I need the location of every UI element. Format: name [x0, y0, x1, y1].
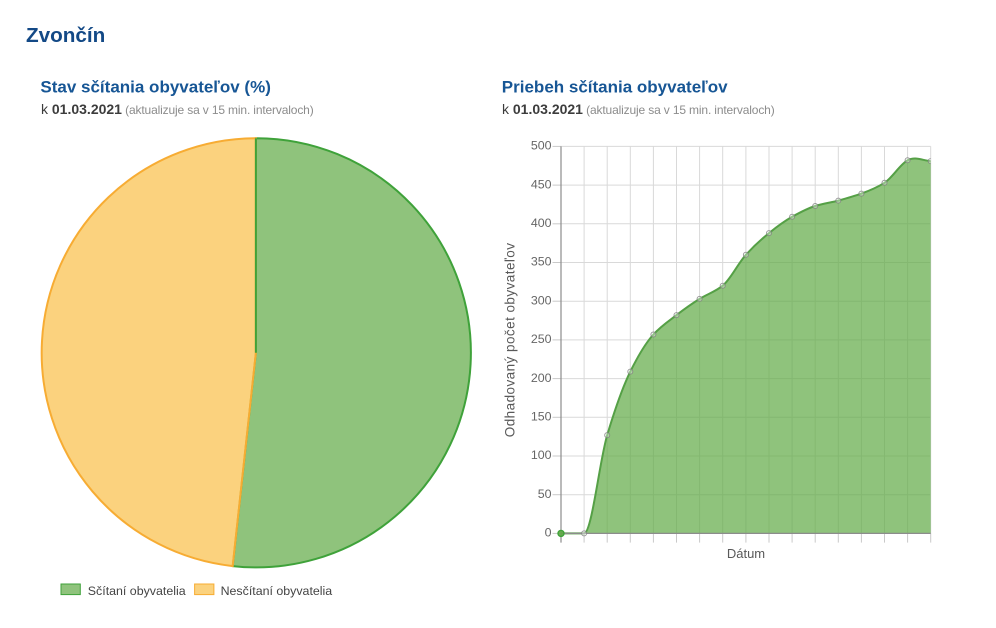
svg-text:300: 300	[531, 293, 552, 307]
svg-text:500: 500	[531, 139, 552, 153]
svg-text:Odhadovaný počet obyvateľov: Odhadovaný počet obyvateľov	[503, 243, 518, 438]
svg-text:150: 150	[531, 410, 552, 424]
svg-text:k 01.03.2021 (aktualizuje sa v: k 01.03.2021 (aktualizuje sa v 15 min. i…	[502, 101, 775, 117]
svg-text:0: 0	[545, 526, 552, 540]
svg-text:200: 200	[531, 371, 552, 385]
svg-text:Stav sčítania obyvateľov (%): Stav sčítania obyvateľov (%)	[40, 78, 270, 97]
svg-text:100: 100	[531, 448, 552, 462]
svg-text:250: 250	[531, 332, 552, 346]
svg-text:Nesčítaní obyvatelia: Nesčítaní obyvatelia	[221, 584, 333, 598]
svg-text:Priebeh sčítania obyvateľov: Priebeh sčítania obyvateľov	[502, 78, 728, 97]
svg-text:50: 50	[538, 487, 552, 501]
svg-text:450: 450	[531, 177, 552, 191]
svg-text:Dátum: Dátum	[727, 546, 765, 561]
svg-text:Zvončín: Zvončín	[26, 24, 105, 47]
svg-text:k 01.03.2021 (aktualizuje sa v: k 01.03.2021 (aktualizuje sa v 15 min. i…	[41, 101, 314, 117]
svg-text:400: 400	[531, 216, 552, 230]
svg-text:350: 350	[531, 255, 552, 269]
svg-text:Sčítaní obyvatelia: Sčítaní obyvatelia	[88, 584, 186, 598]
